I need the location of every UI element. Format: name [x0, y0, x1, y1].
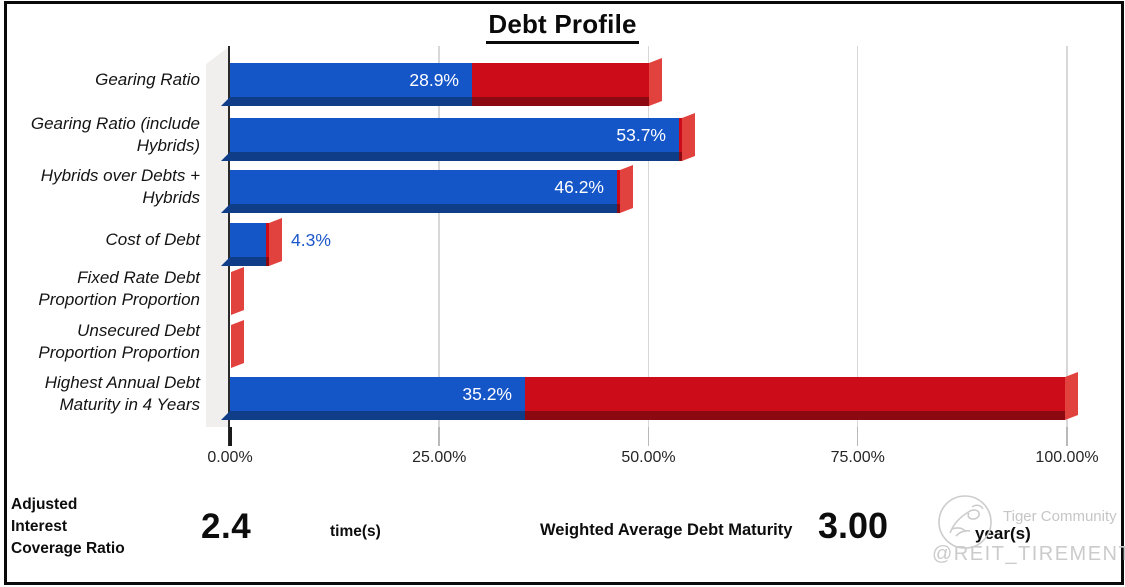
bar-segment-remainder: [525, 377, 1065, 411]
bar-shadow-value: [221, 152, 679, 161]
weighted-average-debt-maturity-value: 3.00: [818, 505, 889, 546]
bar-segment-value: [230, 377, 525, 411]
bar-segment-remainder: [266, 223, 269, 257]
weighted-average-debt-maturity-label: Weighted Average Debt Maturity: [540, 521, 793, 539]
bar-shadow-value: [221, 97, 472, 106]
bar-segment-value: [230, 170, 617, 204]
bar-shadow-remainder: [679, 152, 682, 161]
category-label: Hybrids over Debts + Hybrids: [40, 165, 200, 207]
watermark-handle-text: @REIT_TIREMENT: [932, 543, 1125, 565]
gridline: [1066, 46, 1068, 437]
tiger-community-logo-icon: [936, 493, 994, 556]
adjusted-interest-coverage-ratio-unit: time(s): [330, 523, 381, 540]
weighted-average-debt-maturity-unit: year(s): [975, 524, 1031, 543]
bar-end-cap: [1065, 372, 1078, 420]
bar-segment-value: [230, 63, 472, 97]
bar-value-label: 35.2%: [462, 384, 512, 404]
adjusted-interest-coverage-ratio-value: 2.4: [201, 507, 252, 546]
bar-end-cap: [231, 267, 244, 315]
category-label: Unsecured Debt Proportion Proportion: [38, 320, 200, 362]
bar-value-label: 46.2%: [554, 177, 604, 197]
bar-value-label: 28.9%: [409, 70, 459, 90]
bar-value-label: 4.3%: [291, 230, 331, 250]
bar-shadow-value: [221, 257, 266, 266]
chart-wall: [206, 46, 230, 427]
outer-border: [4, 1, 1124, 585]
x-tick-label: 0.00%: [207, 449, 253, 466]
bar-segment-remainder: [472, 63, 649, 97]
bar-segment-value: [230, 223, 266, 257]
bar-end-cap: [620, 165, 633, 213]
category-label: Fixed Rate Debt Proportion Proportion: [38, 267, 200, 309]
x-tick-label: 25.00%: [412, 449, 467, 466]
adjusted-interest-coverage-ratio-label: Adjusted Interest Coverage Ratio: [11, 496, 125, 557]
bar-value-label: 53.7%: [616, 125, 666, 145]
bar-shadow-value: [221, 411, 525, 420]
bar-segment-remainder: [617, 170, 620, 204]
bar-shadow-remainder: [525, 411, 1065, 420]
x-axis-tick: [856, 427, 859, 446]
x-axis-tick: [647, 427, 649, 446]
bar-end-cap: [231, 320, 244, 368]
category-axis: [228, 46, 230, 446]
gridline: [856, 46, 859, 437]
x-axis-tick: [229, 427, 232, 446]
bar-end-cap: [269, 218, 282, 266]
chart-title-row: Debt Profile: [0, 9, 1125, 44]
category-label: Gearing Ratio: [95, 69, 200, 89]
x-tick-label: 50.00%: [621, 449, 676, 466]
bar-shadow-remainder: [472, 97, 649, 106]
bar-end-cap: [682, 113, 695, 161]
bar-shadow-remainder: [617, 204, 620, 213]
x-axis-tick: [1066, 427, 1068, 446]
bar-shadow-value: [221, 204, 617, 213]
watermark-community-text: Tiger Community: [1003, 508, 1117, 525]
gridline: [647, 46, 649, 437]
x-tick-label: 75.00%: [830, 449, 885, 466]
bar-shadow-remainder: [266, 257, 269, 266]
bar-segment-remainder: [679, 118, 682, 152]
x-axis-tick: [438, 427, 440, 446]
gridline: [438, 46, 440, 437]
plot-area: 0.00% 25.00% 50.00% 75.00% 100.00% Gearing Ra…: [30, 46, 1099, 466]
bar-end-cap: [649, 58, 662, 106]
bar-segment-value: [230, 118, 679, 152]
category-label: Gearing Ratio (include Hybrids): [30, 113, 200, 155]
x-tick-label: 100.00%: [1035, 449, 1099, 466]
category-label: Highest Annual Debt Maturity in 4 Years: [44, 372, 200, 414]
chart-title: Debt Profile: [486, 9, 639, 44]
category-label: Cost of Debt: [105, 229, 201, 249]
